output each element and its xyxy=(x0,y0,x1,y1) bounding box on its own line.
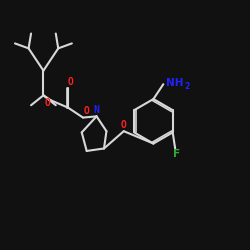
Text: 2: 2 xyxy=(184,82,190,91)
Text: O: O xyxy=(84,106,89,117)
Text: O: O xyxy=(68,77,73,87)
Text: N: N xyxy=(94,105,100,115)
Text: O: O xyxy=(121,120,127,130)
Text: O: O xyxy=(44,98,50,108)
Text: F: F xyxy=(173,149,180,159)
Text: NH: NH xyxy=(166,78,183,88)
